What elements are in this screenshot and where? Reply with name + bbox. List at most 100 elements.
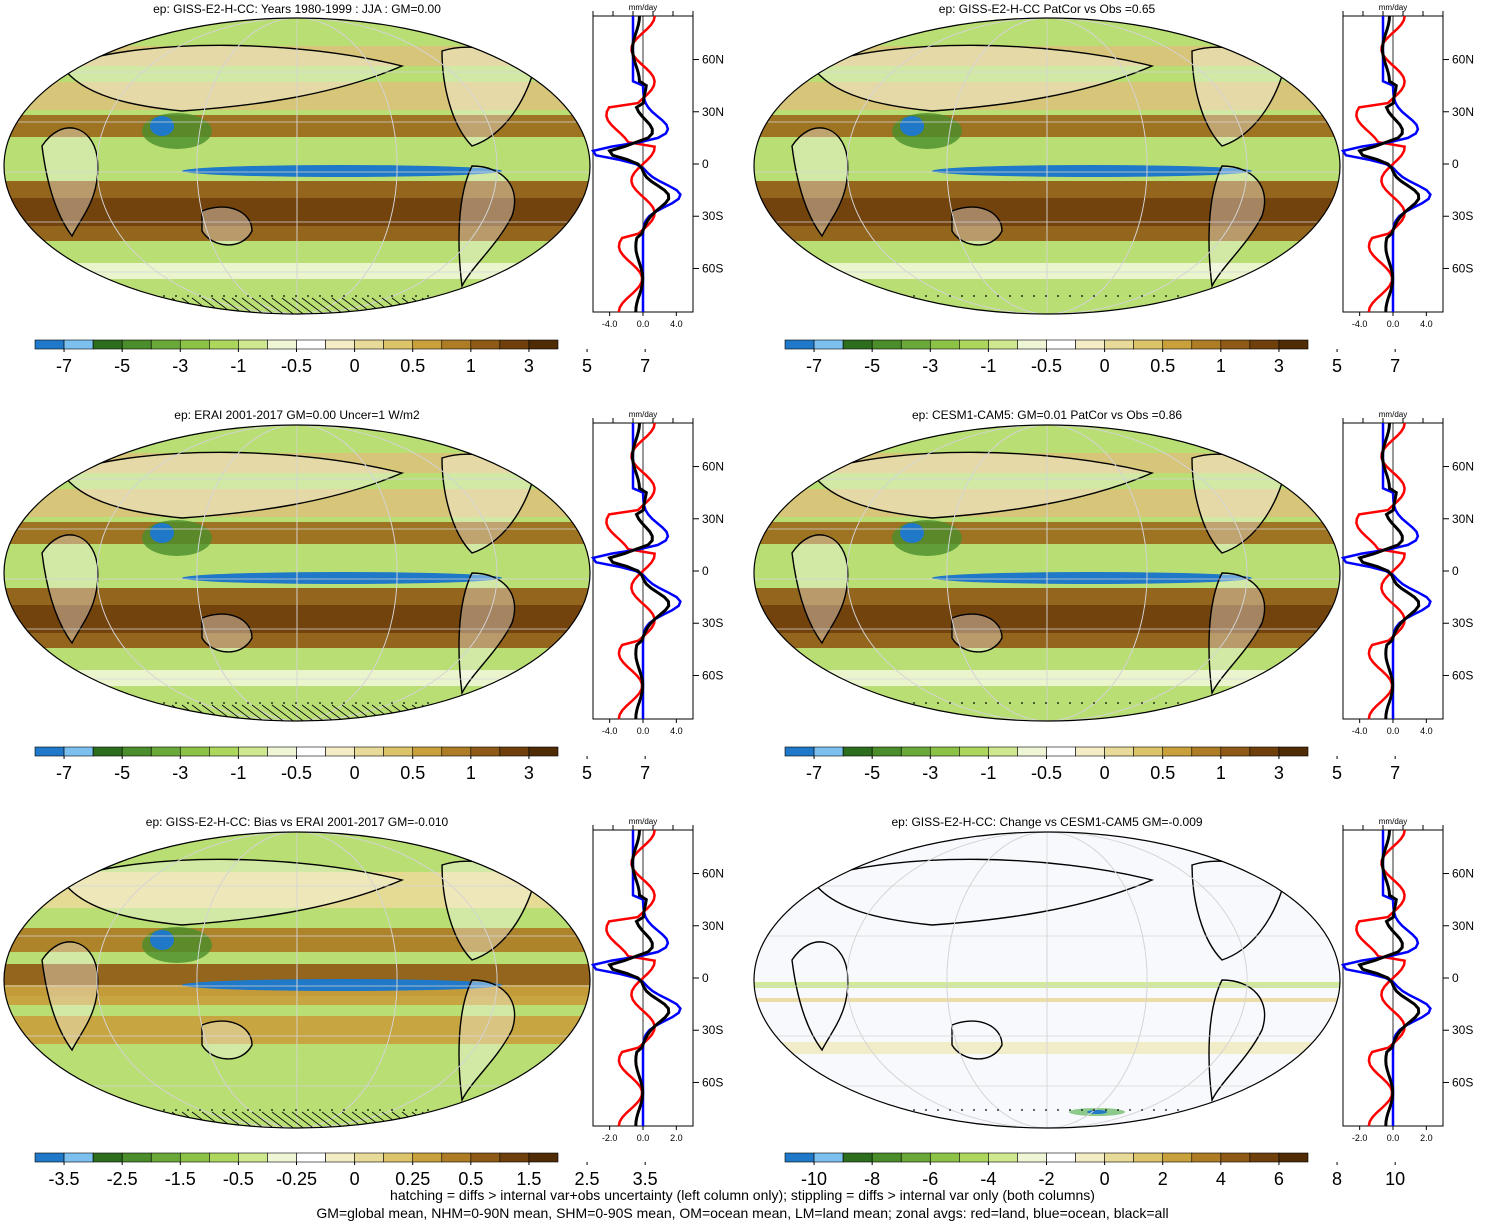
panel-title: ep: ERAI 2001-2017 GM=0.00 Uncer=1 W/m2 xyxy=(174,408,419,422)
colorbar-tick-label: -5 xyxy=(864,763,880,783)
zonal-x-tick-label: -2.0 xyxy=(602,1133,618,1143)
zonal-unit-label: mm/day xyxy=(629,410,657,419)
colorbar-swatch xyxy=(413,747,442,756)
panel-title: ep: GISS-E2-H-CC: Years 1980-1999 : JJA … xyxy=(153,2,441,16)
colorbar-swatch xyxy=(988,747,1017,756)
panel-title: ep: GISS-E2-H-CC: Change vs CESM1-CAM5 G… xyxy=(891,815,1202,829)
zonal-land-line xyxy=(606,830,654,1126)
lat-tick-label: 60N xyxy=(1452,460,1474,474)
colorbar-swatch xyxy=(1105,1153,1134,1162)
colorbar-tick-label: 1 xyxy=(1216,763,1226,783)
colorbar-tick-label: 8 xyxy=(1332,1169,1342,1189)
colorbar-tick-label: 0.5 xyxy=(1150,356,1175,376)
zonal-x-tick-label: -4.0 xyxy=(1352,726,1368,736)
colorbar-swatch xyxy=(355,1153,384,1162)
lat-tick-label: 30N xyxy=(1452,512,1474,526)
colorbar-swatch xyxy=(1250,340,1279,349)
colorbar-tick-label: -6 xyxy=(922,1169,938,1189)
colorbar-swatch xyxy=(471,1153,500,1162)
colorbar-swatch xyxy=(238,747,267,756)
zonal-land-line xyxy=(1356,16,1404,312)
colorbar-swatch xyxy=(297,1153,326,1162)
lat-tick-label: 30S xyxy=(1452,616,1473,630)
zonal-x-tick-label: 0.0 xyxy=(637,1133,650,1143)
colorbar-swatch xyxy=(93,1153,122,1162)
colorbar-swatch xyxy=(180,340,209,349)
precip-map xyxy=(752,423,1342,723)
colorbar-swatch xyxy=(93,340,122,349)
colorbar-swatch xyxy=(355,747,384,756)
colorbar-swatch xyxy=(1105,340,1134,349)
colorbar-swatch xyxy=(384,747,413,756)
precip-map xyxy=(752,830,1342,1130)
lat-tick-label: 30S xyxy=(702,1023,723,1037)
zonal-unit-label: mm/day xyxy=(629,817,657,826)
colorbar-swatch xyxy=(35,747,64,756)
colorbar-swatch xyxy=(1279,1153,1308,1162)
colorbar-swatch xyxy=(1221,747,1250,756)
colorbar-tick-label: 0.5 xyxy=(458,1169,483,1189)
colorbar-tick-label: 3 xyxy=(1274,763,1284,783)
colorbar-tick-label: 1 xyxy=(466,763,476,783)
zonal-x-tick-label: -2.0 xyxy=(1352,1133,1368,1143)
colorbar-tick-label: -0.5 xyxy=(1031,763,1062,783)
colorbar-swatch xyxy=(413,1153,442,1162)
colorbar-swatch xyxy=(1192,747,1221,756)
lat-tick-label: 60N xyxy=(1452,53,1474,67)
colorbar-swatch xyxy=(297,747,326,756)
zonal-x-tick-label: -4.0 xyxy=(1352,319,1368,329)
zonal-x-tick-label: 4.0 xyxy=(1420,726,1433,736)
colorbar-tick-label: -10 xyxy=(801,1169,827,1189)
colorbar-tick-label: 7 xyxy=(640,356,650,376)
zonal-x-tick-label: 4.0 xyxy=(670,726,683,736)
colorbar-swatch xyxy=(1047,340,1076,349)
zonal-x-tick-label: 2.0 xyxy=(670,1133,683,1143)
colorbar-swatch xyxy=(1017,1153,1046,1162)
colorbar-tick-label: -0.5 xyxy=(281,763,312,783)
colorbar-swatch xyxy=(872,1153,901,1162)
footer-line-2: GM=global mean, NHM=0-90N mean, SHM=0-90… xyxy=(0,1205,1485,1222)
colorbar-swatch xyxy=(151,1153,180,1162)
colorbar-swatch xyxy=(209,1153,238,1162)
lat-tick-label: 30S xyxy=(1452,1023,1473,1037)
zonal-unit-label: mm/day xyxy=(629,3,657,12)
colorbar-swatch xyxy=(901,340,930,349)
colorbar-tick-label: -5 xyxy=(114,763,130,783)
colorbar-swatch xyxy=(930,1153,959,1162)
colorbar-tick-label: 0 xyxy=(1100,1169,1110,1189)
colorbar-tick-label: -7 xyxy=(56,763,72,783)
precip-map xyxy=(2,830,592,1130)
colorbar-swatch xyxy=(1017,340,1046,349)
colorbar-tick-label: 7 xyxy=(640,763,650,783)
lat-tick-label: 30N xyxy=(1452,919,1474,933)
colorbar-swatch xyxy=(384,340,413,349)
colorbar-swatch xyxy=(988,1153,1017,1162)
lat-tick-label: 60S xyxy=(702,261,723,275)
colorbar-tick-label: -5 xyxy=(864,356,880,376)
lat-tick-label: 30S xyxy=(702,616,723,630)
colorbar-tick-label: -7 xyxy=(806,763,822,783)
footer-line-1: hatching = diffs > internal var+obs unce… xyxy=(0,1187,1485,1204)
colorbar-tick-label: 1 xyxy=(466,356,476,376)
colorbar-swatch xyxy=(326,1153,355,1162)
lat-tick-label: 60S xyxy=(702,668,723,682)
colorbar-tick-label: 7 xyxy=(1390,763,1400,783)
lat-tick-label: 30N xyxy=(702,919,724,933)
colorbar-tick-label: -3 xyxy=(922,356,938,376)
colorbar-swatch xyxy=(1076,1153,1105,1162)
lat-tick-label: 60N xyxy=(702,460,724,474)
colorbar-tick-label: -0.25 xyxy=(276,1169,317,1189)
zonal-x-tick-label: 0.0 xyxy=(637,319,650,329)
colorbar-swatch xyxy=(1163,1153,1192,1162)
colorbar-swatch xyxy=(1105,747,1134,756)
colorbar-swatch xyxy=(442,747,471,756)
colorbar-tick-label: 0 xyxy=(350,1169,360,1189)
zonal-land-line xyxy=(1356,423,1404,719)
colorbar-tick-label: 0.5 xyxy=(1150,763,1175,783)
colorbar-swatch xyxy=(35,1153,64,1162)
lat-tick-label: 60N xyxy=(702,867,724,881)
colorbar-tick-label: 7 xyxy=(1390,356,1400,376)
